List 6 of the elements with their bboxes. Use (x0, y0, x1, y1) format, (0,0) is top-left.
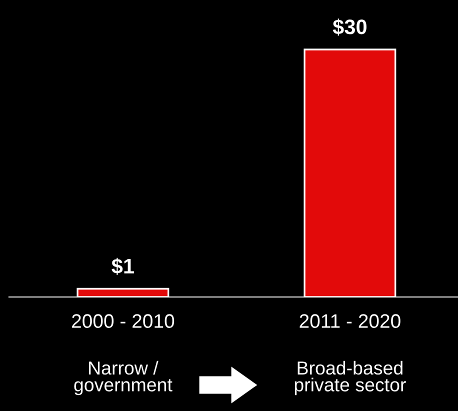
data-label: $1 (112, 258, 134, 275)
data-label: $30 (332, 18, 366, 36)
x-tick-label: 2011 - 2020 (300, 314, 400, 328)
text: Broad-based private sector (294, 360, 406, 396)
text: Narrow / government (74, 360, 172, 396)
x-tick-label: 2000 - 2010 (72, 314, 174, 328)
